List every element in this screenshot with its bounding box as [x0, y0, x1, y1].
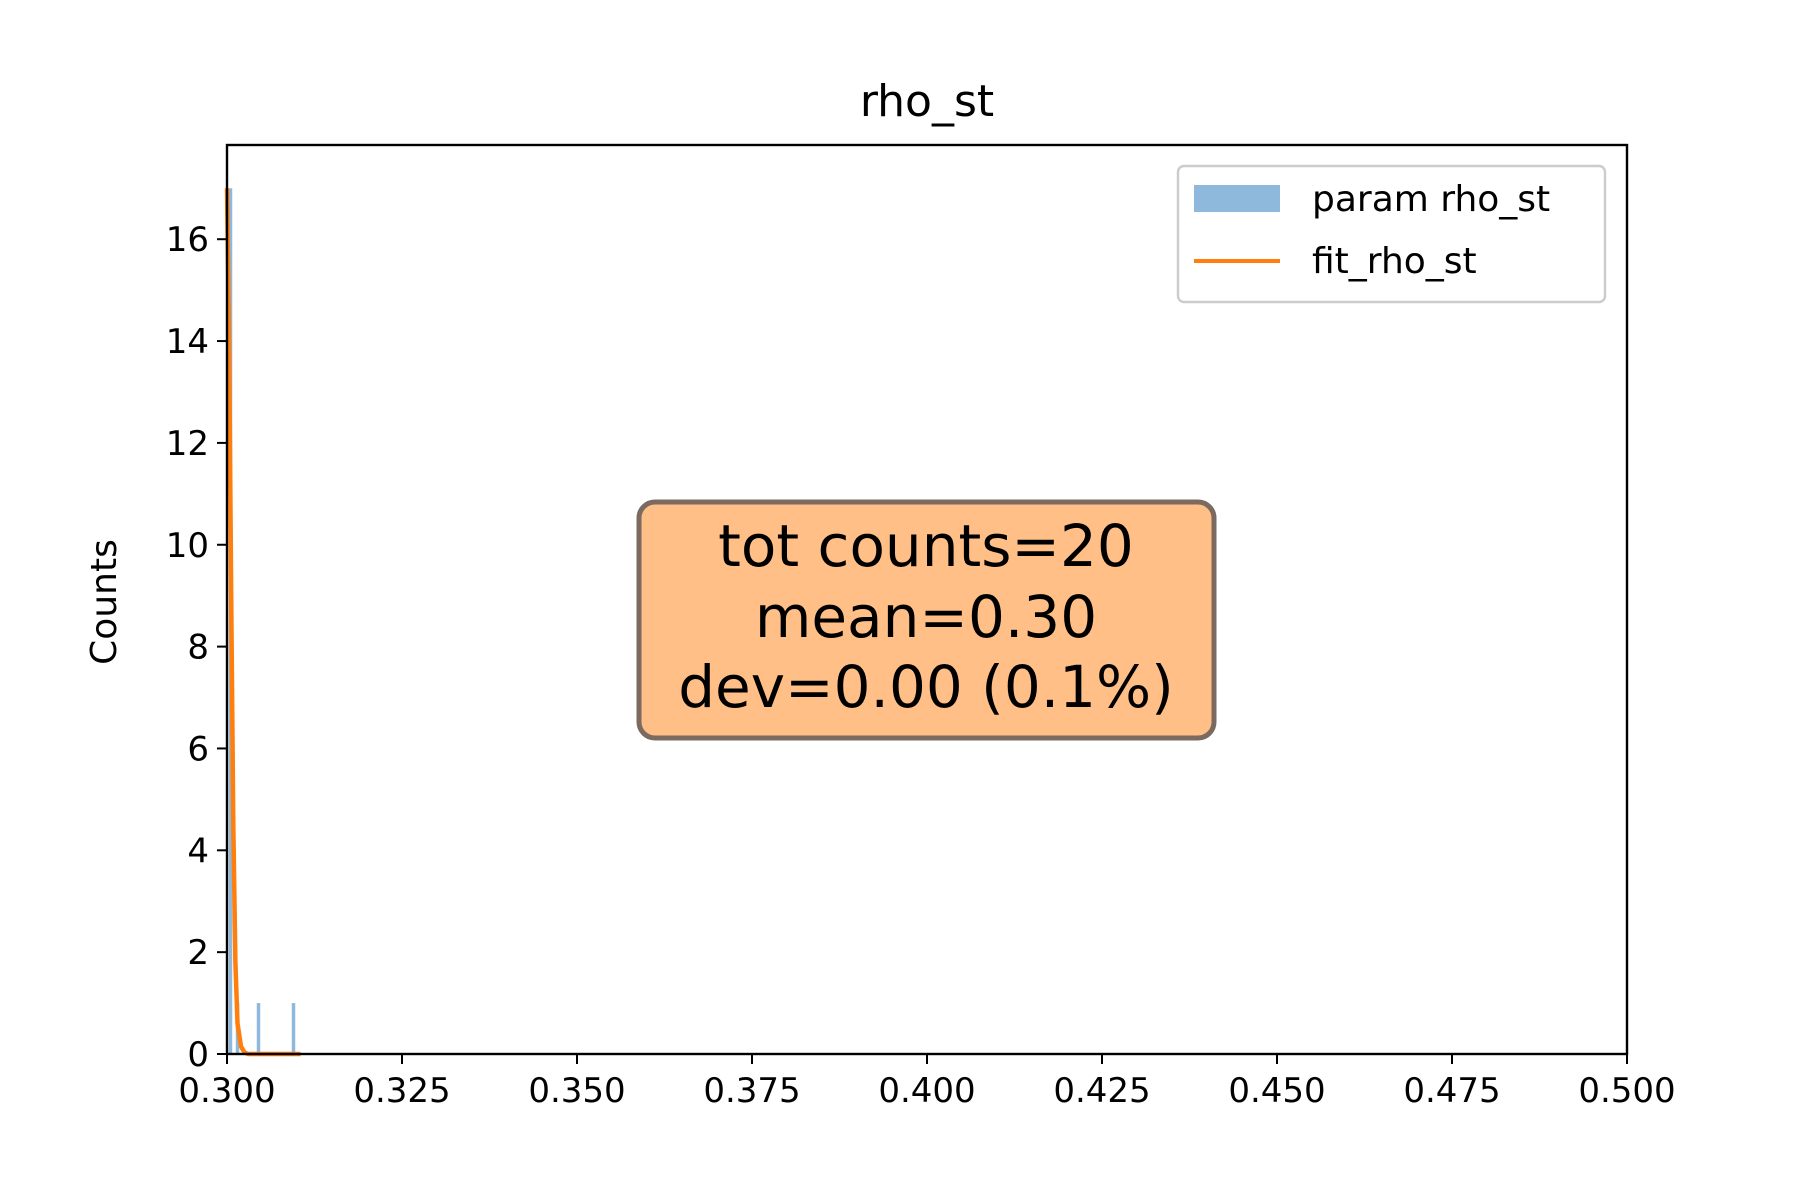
x-tick-label-4: 0.400 [878, 1071, 975, 1111]
y-tick-label-7: 14 [166, 322, 209, 362]
x-tick-label-2: 0.350 [528, 1071, 625, 1111]
stats-line-total: tot counts=20 [718, 512, 1134, 580]
stats-line-mean: mean=0.30 [755, 583, 1097, 651]
x-tick-label-0: 0.300 [178, 1071, 275, 1111]
x-tick-label-1: 0.325 [353, 1071, 450, 1111]
y-tick-label-0: 0 [187, 1035, 209, 1075]
y-tick-label-4: 8 [187, 628, 209, 668]
stats-box [636, 499, 1217, 741]
plot-frame [225, 143, 1629, 1056]
x-tick-label-3: 0.375 [703, 1071, 800, 1111]
histogram-bar-2 [256, 1003, 261, 1054]
stats-annotation: tot counts=20 mean=0.30 dev=0.00 (0.1%) [636, 499, 1217, 741]
x-axis-ticks: 0.300 0.325 0.350 0.375 0.400 0.425 0.450 0.475… [178, 1054, 1676, 1111]
x-tick-label-8: 0.500 [1578, 1071, 1675, 1111]
y-axis-title: Counts [84, 539, 125, 665]
y-tick-label-6: 12 [166, 424, 209, 464]
legend-box [1176, 164, 1607, 304]
y-tick-label-3: 6 [187, 729, 209, 769]
x-tick-label-5: 0.425 [1053, 1071, 1150, 1111]
y-tick-label-8: 16 [166, 220, 209, 260]
legend-label-fit: fit_rho_st [1312, 241, 1477, 282]
y-axis-ticks: 0 2 4 6 8 10 12 14 16 [166, 220, 227, 1075]
x-tick-label-7: 0.475 [1403, 1071, 1500, 1111]
legend-label-histogram: param rho_st [1312, 179, 1550, 220]
stats-line-dev: dev=0.00 (0.1%) [678, 653, 1174, 721]
x-tick-label-6: 0.450 [1228, 1071, 1325, 1111]
legend-swatch-histogram [1194, 185, 1280, 212]
y-tick-label-2: 4 [187, 831, 209, 871]
legend: param rho_st fit_rho_st [1176, 164, 1607, 304]
chart-title: rho_st [860, 76, 994, 127]
y-tick-label-1: 2 [187, 933, 209, 973]
histogram-bar-3 [291, 1003, 296, 1054]
y-tick-label-5: 10 [166, 526, 209, 566]
